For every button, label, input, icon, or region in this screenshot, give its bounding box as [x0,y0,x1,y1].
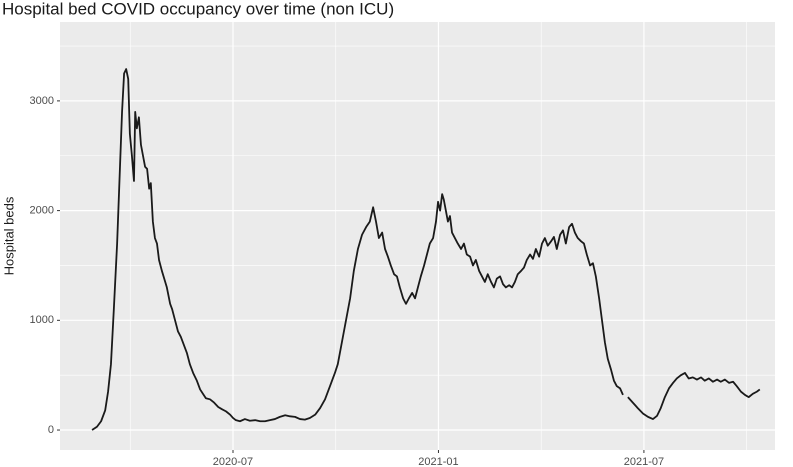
y-tick-label: 0 [48,424,54,436]
x-tick-label: 2021-07 [624,456,664,467]
chart-title: Hospital bed COVID occupancy over time (… [2,0,394,18]
plot-panel [60,22,775,450]
data-line [91,68,761,431]
y-tick-label: 3000 [30,95,54,107]
y-axis-label: Hospital beds [1,196,16,275]
y-tick-label: 1000 [30,314,54,326]
y-tick-label: 2000 [30,205,54,217]
x-tick-label: 2021-01 [418,456,458,467]
x-tick-label: 2020-07 [213,456,253,467]
